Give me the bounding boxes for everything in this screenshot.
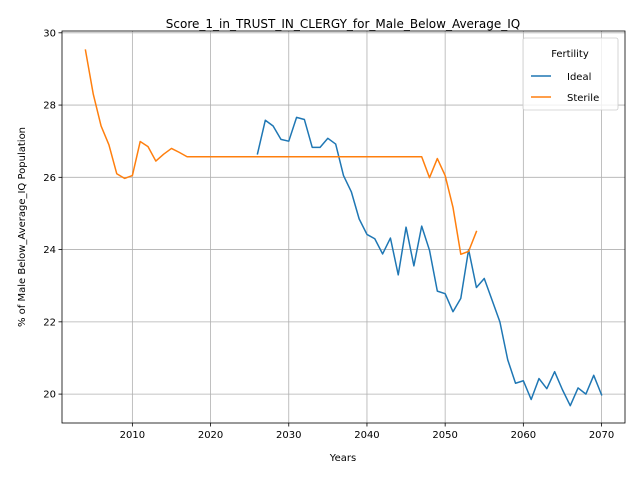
legend-label-sterile: Sterile (567, 93, 599, 104)
legend-box (522, 37, 619, 111)
y-axis: 20 22 24 26 28 30 (43, 28, 62, 401)
series-line-ideal (256, 116, 603, 407)
x-tick-label: 2060 (511, 430, 536, 441)
y-tick-label: 24 (43, 245, 56, 256)
chart-title: Score_1_in_TRUST_IN_CLERGY_for_Male_Belo… (166, 17, 520, 31)
y-tick-label: 22 (43, 317, 56, 328)
y-tick-label: 28 (43, 101, 56, 112)
legend: Fertility Ideal Sterile (522, 37, 619, 111)
x-tick-label: 2030 (276, 430, 301, 441)
y-tick-label: 26 (43, 173, 56, 184)
x-tick-label: 2010 (120, 430, 145, 441)
y-axis-label: % of Male Below_Average_IQ Population (17, 127, 28, 327)
legend-title: Fertility (551, 49, 589, 60)
x-tick-label: 2070 (589, 430, 614, 441)
x-tick-label: 2040 (354, 430, 379, 441)
legend-label-ideal: Ideal (567, 72, 591, 83)
plot-area-frame (61, 30, 626, 424)
x-axis: 2010 2020 2030 2040 2050 2060 2070 (120, 423, 614, 441)
y-tick-label: 20 (43, 390, 56, 401)
series-line-sterile (84, 49, 478, 256)
grid-lines (62, 31, 625, 423)
x-tick-label: 2020 (198, 430, 223, 441)
x-axis-label: Years (329, 453, 356, 464)
y-tick-label: 30 (43, 28, 56, 39)
series-lines (84, 49, 603, 407)
x-tick-label: 2050 (432, 430, 457, 441)
